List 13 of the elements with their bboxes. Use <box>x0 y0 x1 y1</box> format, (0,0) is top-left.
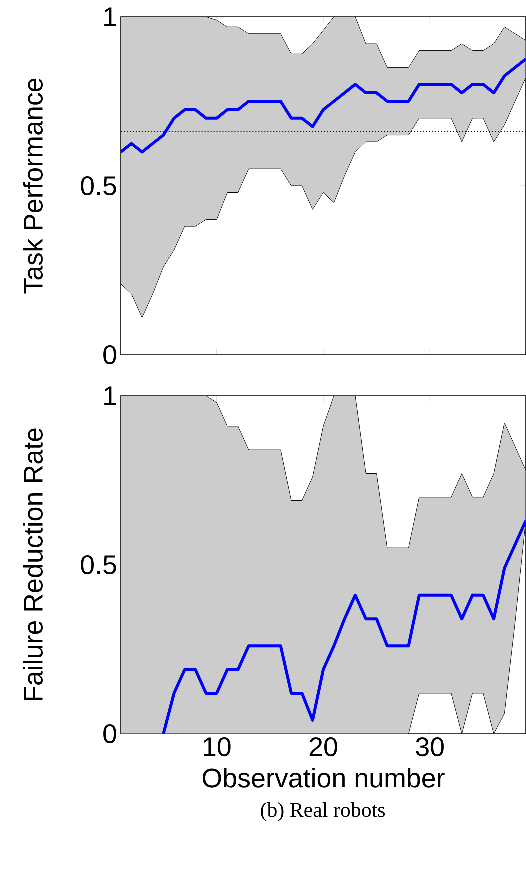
y-tick-label: 0.5 <box>81 176 116 196</box>
y-tick-label: 0.5 <box>81 555 116 575</box>
y-tick-label: 1 <box>104 386 116 406</box>
y-tick-label: 0 <box>104 345 116 365</box>
text: (b) Real robots <box>261 802 386 822</box>
y-axis-title: Task Performance <box>23 78 43 294</box>
x-tick-label: 10 <box>204 738 231 757</box>
x-tick-label: 30 <box>416 738 444 757</box>
y-tick-label: 1 <box>104 8 116 26</box>
y-axis-title: Failure Reduction Rate <box>23 428 43 700</box>
x-axis-title: Observation number <box>202 768 445 788</box>
y-tick-label: 0 <box>104 724 116 744</box>
x-tick-label: 20 <box>310 738 338 757</box>
